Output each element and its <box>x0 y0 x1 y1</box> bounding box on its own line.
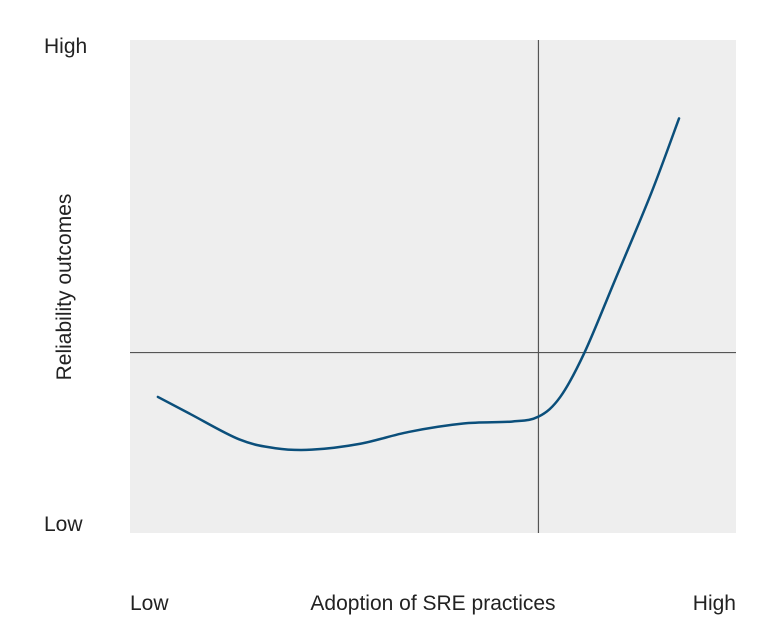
y-tick-label-high: High <box>44 35 87 58</box>
series-line <box>156 117 681 452</box>
y-axis-label: Reliability outcomes <box>53 194 76 381</box>
x-tick-label-low: Low <box>130 592 169 615</box>
x-tick-label-high: High <box>693 592 736 615</box>
y-tick-label-low: Low <box>44 513 83 536</box>
x-axis-label: Adoption of SRE practices <box>310 592 555 615</box>
plot-area <box>130 40 736 533</box>
